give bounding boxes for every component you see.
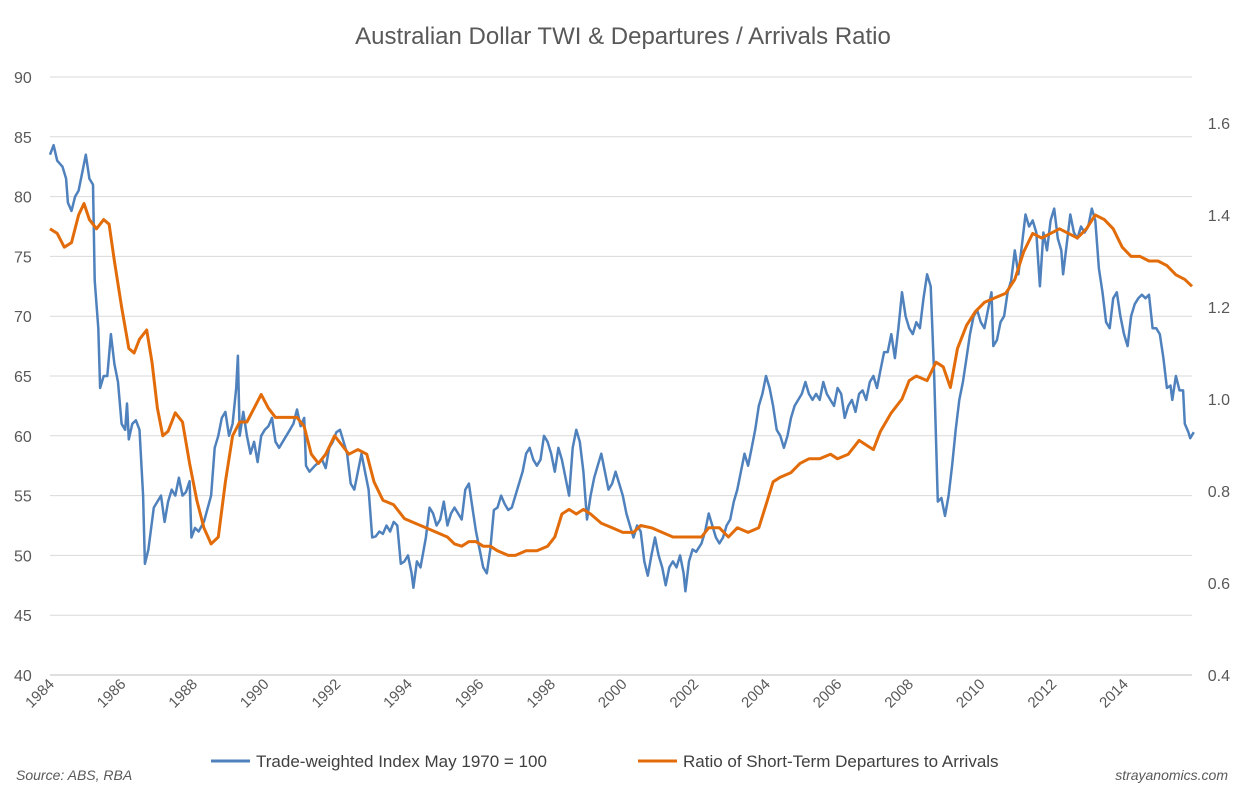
left-tick-label: 40: [14, 668, 32, 685]
right-tick-label: 1.4: [1208, 208, 1230, 225]
left-tick-label: 60: [14, 429, 32, 446]
source-note: Source: ABS, RBA: [16, 767, 132, 783]
x-tick-label: 2004: [738, 676, 774, 712]
legend: Trade-weighted Index May 1970 = 100 Rati…: [211, 752, 999, 771]
legend-label-ratio: Ratio of Short-Term Departures to Arriva…: [683, 752, 999, 771]
x-tick-label: 2010: [953, 676, 989, 712]
site-credit: strayanomics.com: [1115, 767, 1228, 783]
x-tick-label: 1992: [309, 676, 345, 712]
left-axis-ticks: 40 45 50 55 60 65 70 75 80 85 90: [14, 70, 32, 685]
right-tick-label: 0.4: [1208, 668, 1230, 685]
x-tick-label: 1998: [523, 676, 559, 712]
x-tick-label: 2000: [595, 676, 631, 712]
right-axis-ticks: 0.4 0.6 0.8 1.0 1.2 1.4 1.6: [1208, 116, 1230, 685]
left-tick-label: 80: [14, 190, 32, 207]
x-tick-label: 1996: [452, 676, 488, 712]
left-tick-label: 70: [14, 309, 32, 326]
left-tick-label: 50: [14, 548, 32, 565]
x-tick-label: 1990: [237, 676, 273, 712]
ratio-series-line: [49, 202, 1194, 557]
left-tick-label: 65: [14, 369, 32, 386]
right-tick-label: 0.6: [1208, 576, 1230, 593]
left-tick-label: 55: [14, 489, 32, 506]
left-tick-label: 90: [14, 70, 32, 87]
x-tick-label: 2006: [810, 676, 846, 712]
x-tick-label: 1988: [165, 676, 201, 712]
twi-series-line: [48, 143, 1195, 593]
left-tick-label: 75: [14, 249, 32, 266]
left-tick-label: 45: [14, 608, 32, 625]
right-tick-label: 1.6: [1208, 116, 1230, 133]
x-tick-label: 2014: [1096, 676, 1132, 712]
left-tick-label: 85: [14, 130, 32, 147]
x-tick-label: 2008: [881, 676, 917, 712]
x-tick-label: 2012: [1025, 676, 1061, 712]
legend-label-twi: Trade-weighted Index May 1970 = 100: [256, 752, 547, 771]
gridlines: [50, 76, 1192, 676]
x-tick-label: 1986: [94, 676, 130, 712]
right-tick-label: 1.2: [1208, 300, 1230, 317]
right-tick-label: 0.8: [1208, 484, 1230, 501]
x-tick-label: 2002: [667, 676, 703, 712]
x-tick-label: 1994: [380, 676, 416, 712]
x-axis-ticks: 1984 1986 1988 1990 1992 1994 1996 1998 2000 2002…: [22, 676, 1132, 712]
chart-title: Australian Dollar TWI & Departures / Arr…: [355, 23, 891, 50]
right-tick-label: 1.0: [1208, 392, 1230, 409]
